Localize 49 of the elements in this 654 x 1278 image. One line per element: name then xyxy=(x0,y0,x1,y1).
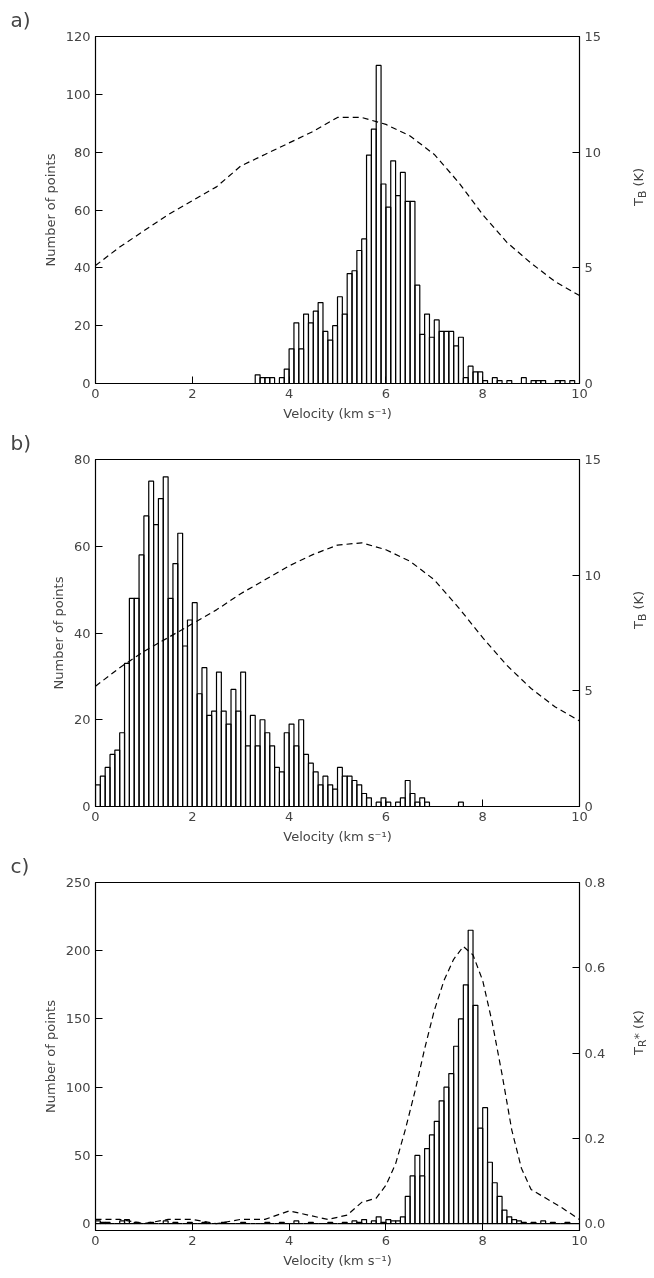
y-tick-label: 100 xyxy=(65,86,91,102)
y2-tick-label: 0.8 xyxy=(584,875,606,890)
y-tick-label: 150 xyxy=(65,1011,91,1027)
x-axis-title: Velocity (km s⁻¹) xyxy=(283,828,392,844)
y2-tick-label: 5 xyxy=(584,260,593,276)
y-axis-title: Number of points xyxy=(42,999,58,1113)
y2-tick-label: 10 xyxy=(584,144,602,160)
y2-tick-label: 15 xyxy=(584,452,602,467)
x-tick-label: 2 xyxy=(188,1232,197,1248)
x-tick-label: 4 xyxy=(284,1232,294,1248)
y-tick-label: 20 xyxy=(73,712,91,728)
chart-title: a) xyxy=(10,7,31,32)
y-tick-label: 40 xyxy=(73,625,91,641)
y-tick-label: 200 xyxy=(65,943,91,959)
y2-tick-label: 0.0 xyxy=(584,1216,606,1232)
y-tick-label: 0 xyxy=(82,1216,91,1232)
x-axis-title: Velocity (km s⁻¹) xyxy=(283,405,392,421)
chart-title: b) xyxy=(10,430,31,455)
x-tick-label: 6 xyxy=(381,808,391,824)
y2-tick-label: 5 xyxy=(584,683,593,699)
y-tick-label: 100 xyxy=(65,1079,91,1095)
x-tick-label: 2 xyxy=(188,808,197,824)
x-tick-label: 8 xyxy=(478,1232,487,1248)
y-tick-label: 50 xyxy=(73,1147,91,1163)
y-tick-label: 40 xyxy=(73,260,91,276)
y-tick-label: 80 xyxy=(73,144,91,160)
x-tick-label: 10 xyxy=(571,1232,588,1248)
x-axis-title: Velocity (km s⁻¹) xyxy=(283,1252,392,1268)
x-tick-label: 6 xyxy=(381,385,391,401)
x-tick-label: 2 xyxy=(188,385,197,401)
y2-tick-label: 10 xyxy=(584,567,602,583)
y-tick-label: 80 xyxy=(73,452,91,467)
x-tick-label: 8 xyxy=(478,808,487,824)
x-tick-label: 6 xyxy=(381,1232,391,1248)
x-tick-label: 4 xyxy=(284,385,294,401)
y-tick-label: 120 xyxy=(65,29,91,44)
y-tick-label: 60 xyxy=(73,538,91,554)
chart-title: c) xyxy=(10,853,30,878)
y-axis-title: Number of points xyxy=(50,576,66,690)
y-axis-title: Number of points xyxy=(42,153,58,267)
x-tick-label: 8 xyxy=(478,385,487,401)
y-tick-label: 60 xyxy=(73,202,91,218)
x-tick-label: 4 xyxy=(284,808,294,824)
y-tick-label: 250 xyxy=(65,875,91,890)
y2-tick-label: 0.2 xyxy=(584,1130,606,1146)
y2-tick-label: 15 xyxy=(584,29,602,44)
y2-tick-label: 0.6 xyxy=(584,960,606,976)
y2-tick-label: 0.4 xyxy=(584,1045,606,1061)
y-tick-label: 20 xyxy=(73,318,91,334)
